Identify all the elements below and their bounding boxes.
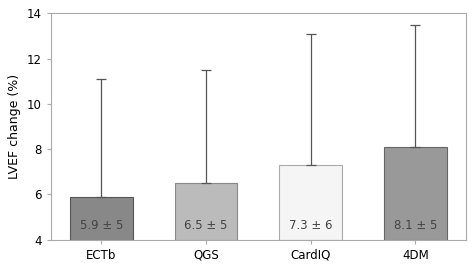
Text: 7.3 ± 6: 7.3 ± 6 (289, 219, 332, 232)
Bar (384, 147, 447, 240)
Text: 8.1 ± 5: 8.1 ± 5 (394, 219, 437, 232)
Text: 6.5 ± 5: 6.5 ± 5 (184, 219, 228, 232)
Text: 5.9 ± 5: 5.9 ± 5 (80, 219, 123, 232)
Bar (279, 165, 342, 240)
Bar (70, 197, 133, 240)
Bar (174, 183, 237, 240)
Y-axis label: LVEF change (%): LVEF change (%) (9, 74, 21, 179)
